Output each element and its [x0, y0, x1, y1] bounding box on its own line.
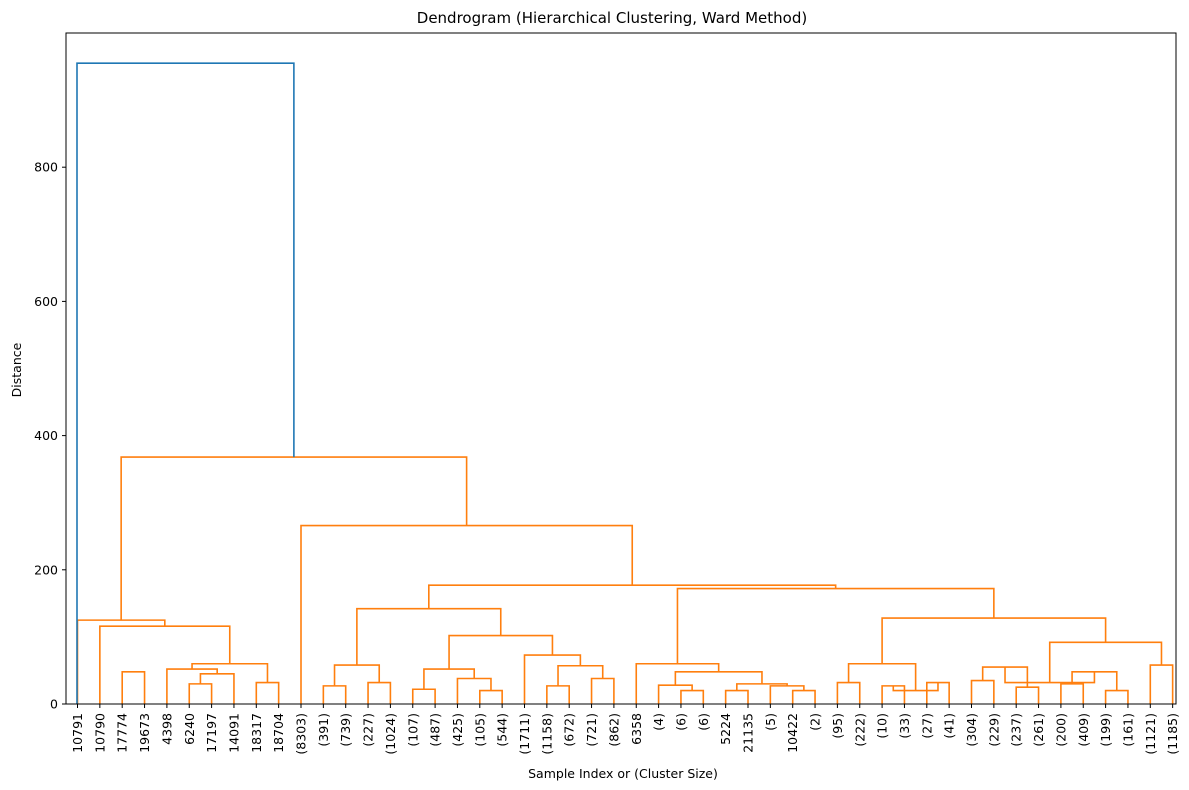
leaf-label: 14091: [226, 713, 241, 753]
leaf-label: (1158): [539, 713, 554, 755]
dendrogram-link: [448, 634, 554, 670]
leaf-label: (161): [1120, 713, 1135, 747]
leaf-label: (5): [763, 713, 778, 731]
leaf-label: 10791: [70, 713, 85, 753]
dendrogram-link: [791, 689, 816, 704]
dendrogram-link: [120, 456, 468, 621]
leaf-label: (425): [450, 713, 465, 747]
leaf-label: (391): [316, 713, 331, 747]
axis-frame: [65, 32, 1177, 705]
y-tick-label: 200: [34, 562, 58, 577]
y-tick-label: 800: [34, 160, 58, 175]
leaf-label: 18704: [271, 713, 286, 753]
dendrogram-link: [970, 679, 995, 704]
leaf-label: (1711): [517, 713, 532, 755]
leaf-label: 10422: [785, 713, 800, 753]
y-tick-label: 600: [34, 294, 58, 309]
dendrogram-link: [881, 617, 1107, 664]
axes: 0 200 400 600 800 10791 10790 17774 19673 4398 624…: [34, 32, 1180, 755]
dendrogram-link: [367, 681, 392, 704]
leaf-label: (6): [673, 713, 688, 731]
dendrogram-link: [769, 685, 805, 704]
dendrogram-link: [76, 619, 166, 704]
leaf-label: (107): [405, 713, 420, 747]
dendrogram-link: [199, 673, 235, 704]
leaf-label: (200): [1053, 713, 1068, 747]
dendrogram-link: [1048, 641, 1163, 683]
leaf-label: (721): [584, 713, 599, 747]
dendrogram-link: [724, 689, 749, 704]
leaf-label: 10790: [92, 713, 107, 753]
dendrogram-link: [736, 683, 788, 691]
leaf-label: (95): [830, 713, 845, 739]
leaf-label: (2): [808, 713, 823, 731]
leaf-label: (1121): [1143, 713, 1158, 755]
leaf-label: (8303): [294, 713, 309, 755]
dendrogram-link: [356, 607, 502, 666]
leaf-label: (229): [986, 713, 1001, 747]
dendrogram-link: [300, 524, 634, 704]
dendrogram-link: [676, 587, 995, 664]
dendrogram-link: [635, 662, 720, 704]
leaf-label: (1024): [383, 713, 398, 755]
dendrogram-link: [657, 684, 693, 704]
leaf-label: (487): [428, 713, 443, 747]
x-axis-label: Sample Index or (Cluster Size): [528, 766, 718, 781]
leaf-label: (409): [1076, 713, 1091, 747]
leaf-label: (672): [562, 713, 577, 747]
dendrogram-link: [76, 62, 295, 704]
dendrogram-link: [836, 681, 861, 704]
leaf-label: (27): [919, 713, 934, 739]
leaf-label: 19673: [137, 713, 152, 753]
leaf-label: (544): [495, 713, 510, 747]
plot-area: [76, 62, 1174, 704]
dendrogram-link: [557, 664, 604, 686]
leaf-label: (6): [696, 713, 711, 731]
leaf-label: 6358: [629, 713, 644, 745]
leaf-label: 4398: [159, 713, 174, 745]
leaf-label: 17774: [115, 713, 130, 753]
dendrogram-link: [121, 670, 146, 704]
dendrogram-link: [523, 654, 582, 704]
leaf-label: (739): [338, 713, 353, 747]
y-tick-label: 0: [50, 697, 58, 712]
leaf-label: 18317: [249, 713, 264, 753]
dendrogram-link: [1104, 689, 1129, 704]
dendrogram-link: [99, 625, 231, 704]
leaf-label: 6240: [182, 713, 197, 745]
leaf-label: (105): [472, 713, 487, 747]
leaf-label: 5224: [718, 713, 733, 745]
dendrogram-link: [411, 688, 436, 704]
leaf-label: (237): [1009, 713, 1024, 747]
leaf-label: (862): [606, 713, 621, 747]
leaf-label: (33): [897, 713, 912, 739]
leaf-label: 21135: [741, 713, 756, 753]
leaf-label: (1185): [1165, 713, 1180, 755]
leaf-label: (199): [1098, 713, 1113, 747]
chart-title: Dendrogram (Hierarchical Clustering, War…: [417, 9, 807, 27]
dendrogram-link: [1060, 683, 1085, 704]
dendrogram-link: [255, 681, 280, 704]
leaf-label: (227): [361, 713, 376, 747]
leaf-label: 17197: [204, 713, 219, 753]
dendrogram-link: [680, 689, 705, 704]
dendrogram-link: [546, 685, 570, 704]
dendrogram-link: [188, 683, 213, 704]
y-axis-label: Distance: [9, 342, 24, 397]
leaf-label: (41): [942, 713, 957, 739]
leaf-label: (10): [875, 713, 890, 739]
dendrogram-link: [1015, 686, 1040, 704]
dendrogram-link: [322, 685, 347, 704]
dendrogram-link: [590, 677, 615, 704]
leaf-label: (4): [651, 713, 666, 731]
leaf-label: (261): [1031, 713, 1046, 747]
dendrogram-link: [1149, 664, 1174, 704]
leaf-label: (222): [852, 713, 867, 747]
y-tick-label: 400: [34, 428, 58, 443]
leaf-label: (304): [964, 713, 979, 747]
dendrogram-link: [479, 689, 503, 704]
